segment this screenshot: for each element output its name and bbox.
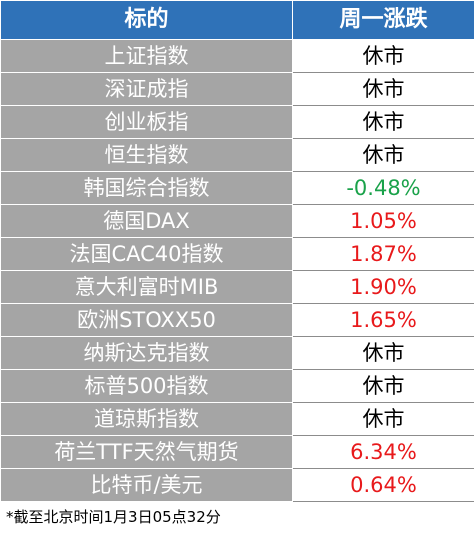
instrument-name: 德国DAX [0, 204, 293, 238]
table-row: 韩国综合指数 -0.48% [0, 171, 474, 205]
table-row: 道琼斯指数 休市 [0, 402, 474, 436]
instrument-name: 比特币/美元 [0, 468, 293, 502]
table-row: 意大利富时MIB 1.90% [0, 270, 474, 304]
change-value: 休市 [292, 72, 474, 106]
change-value: 0.64% [292, 468, 474, 502]
change-value: 休市 [292, 369, 474, 403]
instrument-name: 恒生指数 [0, 138, 293, 172]
table-row: 法国CAC40指数 1.87% [0, 237, 474, 271]
change-value: -0.48% [292, 171, 474, 205]
header-cell: 周一涨跌 [292, 0, 474, 40]
table-row: 上证指数 休市 [0, 39, 474, 73]
change-value: 休市 [292, 402, 474, 436]
instrument-name: 创业板指 [0, 105, 293, 139]
change-value: 休市 [292, 39, 474, 73]
instrument-name: 韩国综合指数 [0, 171, 293, 205]
data-table: 标的 周一涨跌 上证指数 休市 深证成指 休市 创业板指 休市 恒生指数 休市 韩国综合指数 -0… [0, 0, 474, 502]
change-value: 休市 [292, 105, 474, 139]
table-body: 上证指数 休市 深证成指 休市 创业板指 休市 恒生指数 休市 韩国综合指数 -0.48% 德国DA… [0, 39, 474, 502]
table-row: 欧洲STOXX50 1.65% [0, 303, 474, 337]
instrument-name: 欧洲STOXX50 [0, 303, 293, 337]
change-value: 1.65% [292, 303, 474, 337]
instrument-name: 纳斯达克指数 [0, 336, 293, 370]
table-row: 恒生指数 休市 [0, 138, 474, 172]
instrument-name: 意大利富时MIB [0, 270, 293, 304]
change-value: 休市 [292, 138, 474, 172]
table-row: 比特币/美元 0.64% [0, 468, 474, 502]
table-row: 深证成指 休市 [0, 72, 474, 106]
instrument-name: 标普500指数 [0, 369, 293, 403]
footnote: *截至北京时间1月3日05点32分 [6, 508, 221, 526]
change-value: 1.90% [292, 270, 474, 304]
instrument-name: 上证指数 [0, 39, 293, 73]
change-value: 6.34% [292, 435, 474, 469]
instrument-name: 荷兰TTF天然气期货 [0, 435, 293, 469]
instrument-name: 深证成指 [0, 72, 293, 106]
header-row: 标的 周一涨跌 [0, 0, 474, 40]
change-value: 休市 [292, 336, 474, 370]
table-row: 标普500指数 休市 [0, 369, 474, 403]
table-row: 纳斯达克指数 休市 [0, 336, 474, 370]
instrument-name: 法国CAC40指数 [0, 237, 293, 271]
instrument-name: 道琼斯指数 [0, 402, 293, 436]
table-row: 荷兰TTF天然气期货 6.34% [0, 435, 474, 469]
header-cell: 标的 [0, 0, 293, 40]
change-value: 1.87% [292, 237, 474, 271]
table-row: 创业板指 休市 [0, 105, 474, 139]
table-row: 德国DAX 1.05% [0, 204, 474, 238]
change-value: 1.05% [292, 204, 474, 238]
